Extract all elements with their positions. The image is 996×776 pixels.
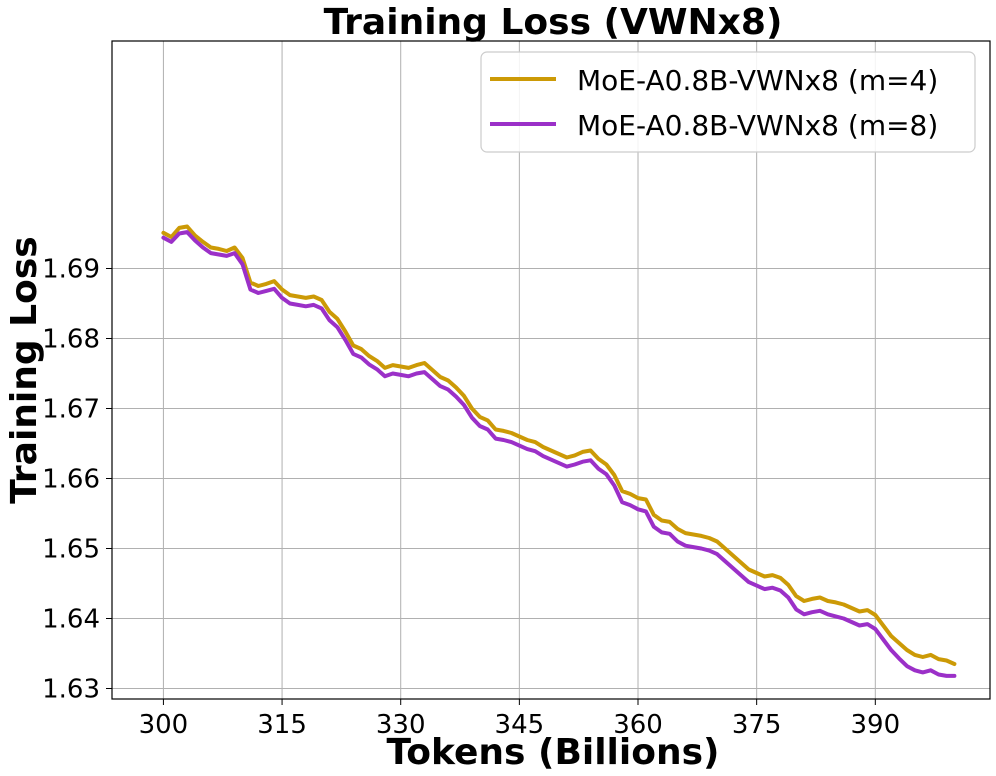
y-axis-title: Training Loss	[4, 236, 45, 503]
x-tick-label: 360	[613, 710, 663, 740]
series-line-m4	[161, 224, 957, 666]
y-tick-label: 1.69	[42, 255, 100, 285]
x-axis-title: Tokens (Billions)	[387, 732, 720, 773]
x-tick-label: 345	[495, 710, 545, 740]
x-tick-label: 390	[850, 710, 900, 740]
legend-label-m4: MoE-A0.8B-VWNx8 (m=4)	[577, 64, 938, 97]
chart-title: Training Loss (VWNx8)	[324, 2, 783, 43]
y-tick-label: 1.63	[42, 675, 100, 705]
series-layer	[161, 224, 957, 678]
x-axis-ticks: 300 315 330 345 360 375 390	[139, 699, 900, 740]
legend: MoE-A0.8B-VWNx8 (m=4) MoE-A0.8B-VWNx8 (m…	[480, 51, 976, 153]
plot-frame	[111, 40, 991, 700]
y-tick-label: 1.68	[42, 325, 100, 355]
x-tick-label: 330	[376, 710, 426, 740]
y-tick-label: 1.66	[42, 465, 100, 495]
series-line-m8	[161, 230, 957, 678]
y-axis-ticks: 1.63 1.64 1.65 1.66 1.67 1.68 1.69	[42, 255, 112, 705]
legend-label-m8: MoE-A0.8B-VWNx8 (m=8)	[577, 109, 938, 142]
x-tick-label: 375	[732, 710, 782, 740]
y-tick-label: 1.65	[42, 535, 100, 565]
legend-box	[480, 51, 976, 153]
x-tick-label: 300	[139, 710, 189, 740]
y-gridlines	[112, 268, 990, 689]
y-tick-label: 1.67	[42, 395, 100, 425]
y-tick-label: 1.64	[42, 605, 100, 635]
x-tick-label: 315	[257, 710, 307, 740]
